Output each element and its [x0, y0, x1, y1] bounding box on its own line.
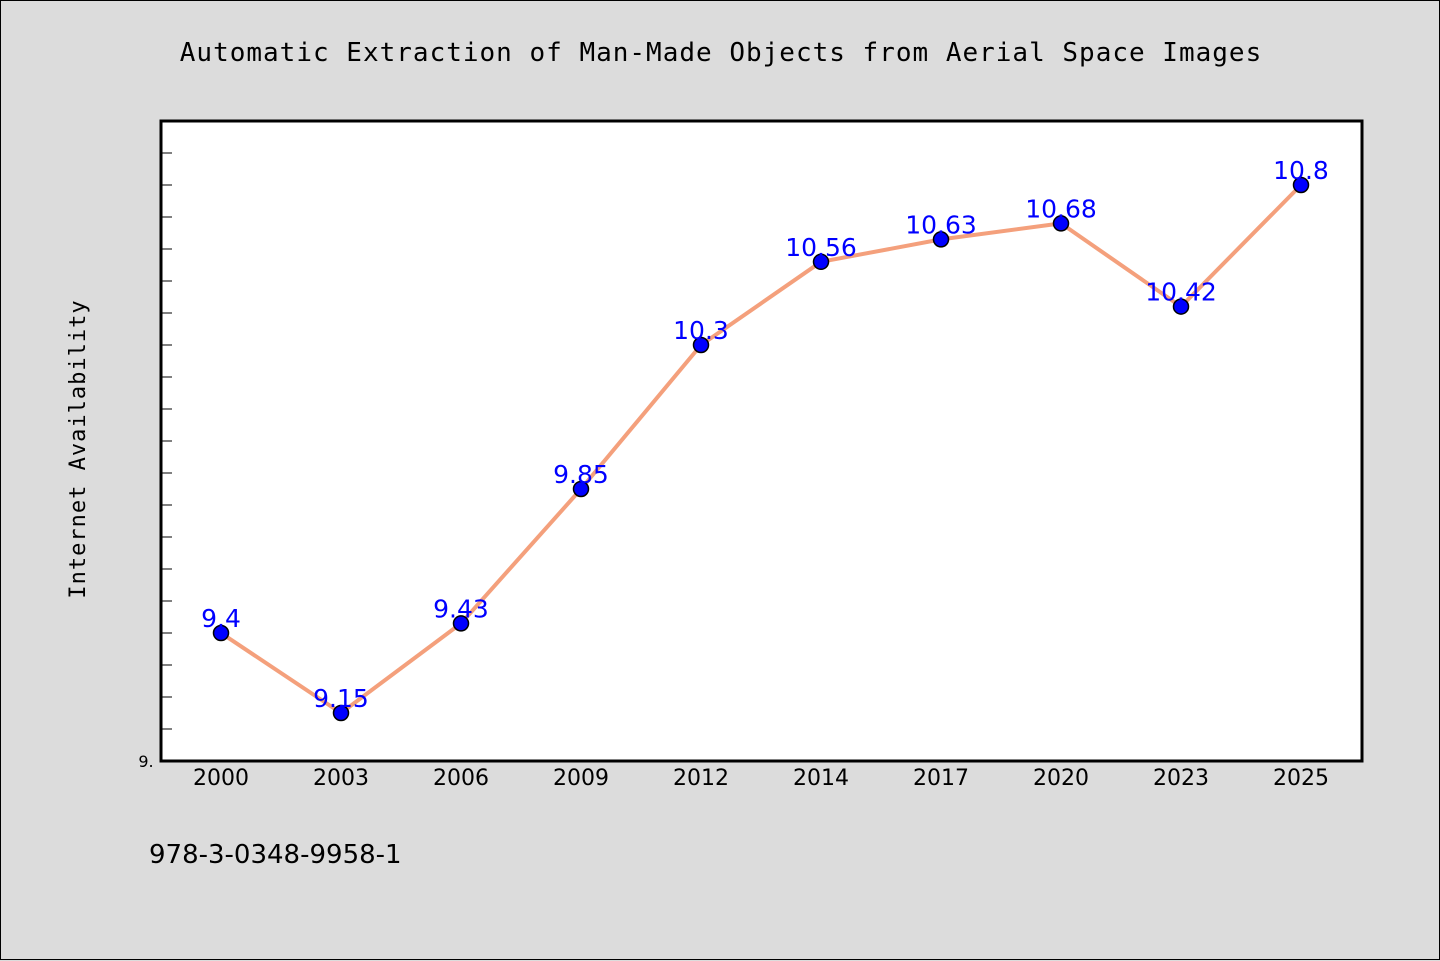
x-tick-label: 2006	[433, 766, 489, 791]
data-label: 9.43	[433, 594, 489, 623]
y-tick-label-min: 9.	[138, 752, 153, 771]
data-labels: 9.4 9.15 9.43 9.85 10.3 10.56 10.63 10.68 10.42 1…	[201, 156, 1329, 713]
x-tick-label: 2025	[1273, 766, 1329, 791]
data-label: 10.68	[1025, 194, 1097, 223]
y-axis-ticks	[161, 152, 172, 730]
x-tick-label: 2020	[1033, 766, 1089, 791]
data-label: 10.56	[785, 233, 857, 262]
data-label: 10.3	[673, 316, 729, 345]
data-point	[1052, 215, 1070, 232]
x-tick-label: 2009	[553, 766, 609, 791]
x-tick-label: 2014	[793, 766, 849, 791]
x-tick-label: 2023	[1153, 766, 1209, 791]
data-label: 10.8	[1273, 156, 1329, 185]
x-tick-label: 2000	[193, 766, 249, 791]
data-point	[332, 704, 350, 722]
chart-title: Automatic Extraction of Man-Made Objects…	[180, 38, 1262, 68]
series-line	[219, 183, 1303, 715]
data-point	[932, 231, 950, 248]
x-tick-label: 2017	[913, 766, 969, 791]
data-label: 10.63	[905, 210, 977, 239]
x-axis-tick-labels: 2000 2003 2006 2009 2012 2014 2017 2020 2023 2025	[193, 766, 1329, 791]
data-point	[1172, 298, 1190, 315]
data-label: 9.15	[313, 684, 369, 713]
isbn-text: 978-3-0348-9958-1	[149, 840, 402, 870]
y-axis-label: Internet Availability	[66, 299, 91, 598]
data-point	[692, 336, 710, 354]
plot-area	[159, 119, 1364, 763]
x-tick-label: 2003	[313, 766, 369, 791]
series-markers	[212, 176, 1310, 722]
data-label: 9.4	[201, 604, 241, 633]
data-label: 10.42	[1145, 278, 1217, 307]
data-point	[572, 480, 590, 498]
data-point	[812, 253, 830, 271]
data-point	[212, 624, 230, 642]
data-point	[452, 615, 470, 632]
x-tick-label: 2012	[673, 766, 729, 791]
data-label: 9.85	[553, 460, 609, 489]
data-point	[1292, 176, 1310, 194]
